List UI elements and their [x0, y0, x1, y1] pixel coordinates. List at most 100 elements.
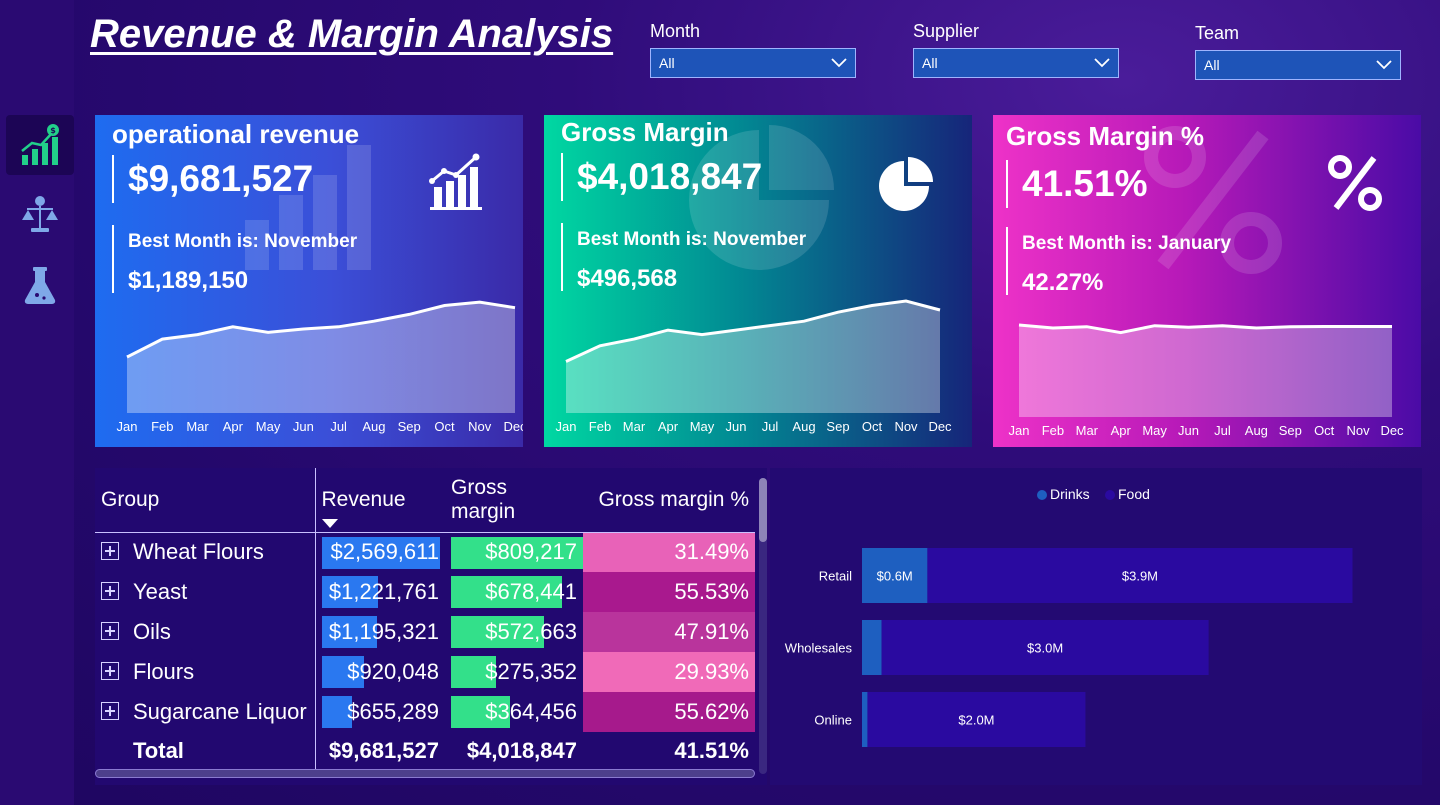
month-tick-label: May — [1142, 423, 1167, 438]
bar-segment-drinks[interactable] — [862, 692, 868, 747]
month-tick-label: Mar — [623, 419, 646, 434]
vertical-scrollbar-thumb[interactable] — [759, 478, 767, 542]
margin-kpi-value: $4,018,847 — [561, 153, 762, 201]
sparkline-line — [126, 300, 516, 359]
sparkline-area — [1019, 325, 1392, 417]
margin-best-value: $496,568 — [577, 265, 678, 292]
col-header-revenue[interactable]: Revenue — [314, 468, 445, 532]
table-body: Wheat Flours $2,569,611 $809,217 31.49% Yeas… — [95, 532, 755, 732]
sparkline-line — [565, 299, 941, 363]
category-label: Retail — [819, 569, 852, 584]
group-name: Oils — [133, 619, 171, 644]
month-tick-label: Aug — [1245, 423, 1268, 438]
revenue-bar — [321, 576, 378, 608]
watermark-chart-icon — [245, 145, 371, 270]
group-cell: Oils — [95, 612, 315, 652]
month-tick-label: Apr — [658, 419, 679, 434]
bar-data-label: $2.0M — [958, 713, 994, 728]
expand-plus-icon[interactable] — [101, 582, 119, 601]
month-tick-label: Aug — [362, 419, 385, 434]
bar-data-label: $0.6M — [877, 569, 913, 584]
category-label: Wholesales — [785, 641, 853, 656]
margin-pct-cell: 47.91% — [583, 612, 755, 652]
revenue-value: $655,289 — [347, 699, 439, 724]
nav-balance-button[interactable] — [6, 185, 74, 245]
margin-bar — [451, 576, 562, 608]
total-margin: $4,018,847 — [466, 738, 577, 763]
chart-legend: Drinks Food — [1037, 486, 1150, 502]
vertical-scrollbar[interactable] — [759, 478, 767, 774]
margin-cell: $809,217 — [445, 532, 583, 572]
revenue-best-value: $1,189,150 — [128, 267, 249, 294]
revenue-value: $1,195,321 — [328, 619, 439, 644]
margin-pct-value: 55.62% — [674, 699, 749, 724]
revenue-kpi-value: $9,681,527 — [112, 155, 313, 203]
bar-segment-drinks[interactable] — [862, 548, 928, 603]
month-tick-label: Nov — [1347, 423, 1371, 438]
table-row[interactable]: Flours $920,048 $275,352 29.93% — [95, 652, 755, 692]
bar-data-label: $3.0M — [1027, 641, 1063, 656]
margin-pct-kpi-title: Gross Margin % — [1006, 121, 1204, 151]
legend-marker — [1105, 490, 1115, 500]
supplier-dropdown-value: All — [922, 55, 938, 71]
expand-plus-icon[interactable] — [101, 542, 119, 561]
col-header-margin[interactable]: Gross margin — [451, 475, 516, 523]
channel-bar-chart: Drinks Food Retail $0.6M $3.9M Wholesales $3.0… — [785, 486, 1353, 747]
margin-pct-value: 55.53% — [674, 579, 749, 604]
expand-plus-icon[interactable] — [101, 622, 119, 641]
month-tick-label: Aug — [792, 419, 815, 434]
bar-segment-food[interactable] — [867, 692, 1086, 747]
margin-pct-value: 47.91% — [674, 619, 749, 644]
month-tick-label: Jul — [330, 419, 347, 434]
month-tick-label: Sep — [1279, 423, 1302, 438]
revenue-cell: $655,289 — [314, 692, 445, 732]
month-tick-label: Dec — [928, 419, 952, 434]
group-matrix-table: Group Revenue Gross margin Gross margin … — [95, 468, 755, 770]
chevron-down-icon — [1094, 58, 1110, 68]
bar-segment-food[interactable] — [881, 620, 1209, 675]
month-tick-label: Jun — [1178, 423, 1199, 438]
team-dropdown[interactable]: All — [1195, 50, 1401, 80]
col-header-group[interactable]: Group — [101, 487, 160, 511]
legend-label[interactable]: Food — [1118, 486, 1150, 502]
month-tick-label: Feb — [589, 419, 611, 434]
nav-lab-button[interactable] — [6, 255, 74, 315]
margin-sparkline: Jan Feb Mar Apr May Jun Jul Aug Sep Oct Nov Dec — [556, 299, 952, 434]
table-row[interactable]: Yeast $1,221,761 $678,441 55.53% — [95, 572, 755, 612]
sparkline-area — [566, 301, 940, 413]
month-tick-label: May — [256, 419, 281, 434]
month-tick-label: Jan — [117, 419, 138, 434]
legend-label[interactable]: Drinks — [1050, 486, 1090, 502]
nav-revenue-button[interactable]: $ — [6, 115, 74, 175]
team-filter-label: Team — [1195, 23, 1240, 43]
table-row[interactable]: Oils $1,195,321 $572,663 47.91% — [95, 612, 755, 652]
month-tick-label: Jul — [762, 419, 779, 434]
bar-segment-drinks[interactable] — [862, 620, 882, 675]
margin-value: $364,456 — [485, 699, 577, 724]
revenue-value: $920,048 — [347, 659, 439, 684]
group-cell: Wheat Flours — [95, 532, 315, 572]
bar-segment-food[interactable] — [927, 548, 1353, 603]
margin-bar — [451, 656, 496, 688]
group-name: Wheat Flours — [133, 539, 264, 565]
table-row[interactable]: Wheat Flours $2,569,611 $809,217 31.49% — [95, 532, 755, 572]
expand-plus-icon[interactable] — [101, 662, 119, 681]
supplier-dropdown[interactable]: All — [913, 48, 1119, 78]
channel-bar-chart-panel: Drinks Food Retail $0.6M $3.9M Wholesales $3.0… — [770, 468, 1422, 785]
horizontal-scrollbar[interactable] — [95, 769, 755, 778]
revenue-bar — [321, 536, 440, 569]
margin-pct-sparkline: Jan Feb Mar Apr May Jun Jul Aug Sep Oct Nov Dec — [1009, 323, 1404, 438]
month-tick-label: Oct — [1314, 423, 1335, 438]
margin-pct-best-label: Best Month is: January — [1022, 233, 1232, 254]
col-header-margin-pct[interactable]: Gross margin % — [598, 487, 749, 511]
supplier-filter: Supplier All — [913, 21, 1119, 78]
supplier-filter-label: Supplier — [913, 21, 980, 41]
sort-descending-icon — [321, 518, 338, 528]
group-name: Sugarcane Liquor — [133, 699, 307, 724]
month-tick-label: Dec — [503, 419, 523, 434]
month-dropdown[interactable]: All — [650, 48, 856, 78]
expand-plus-icon[interactable] — [101, 702, 119, 721]
chevron-down-icon — [831, 58, 847, 68]
table-row[interactable]: Sugarcane Liquor $655,289 $364,456 55.62% — [95, 692, 755, 732]
watermark-pie-icon — [689, 125, 834, 270]
